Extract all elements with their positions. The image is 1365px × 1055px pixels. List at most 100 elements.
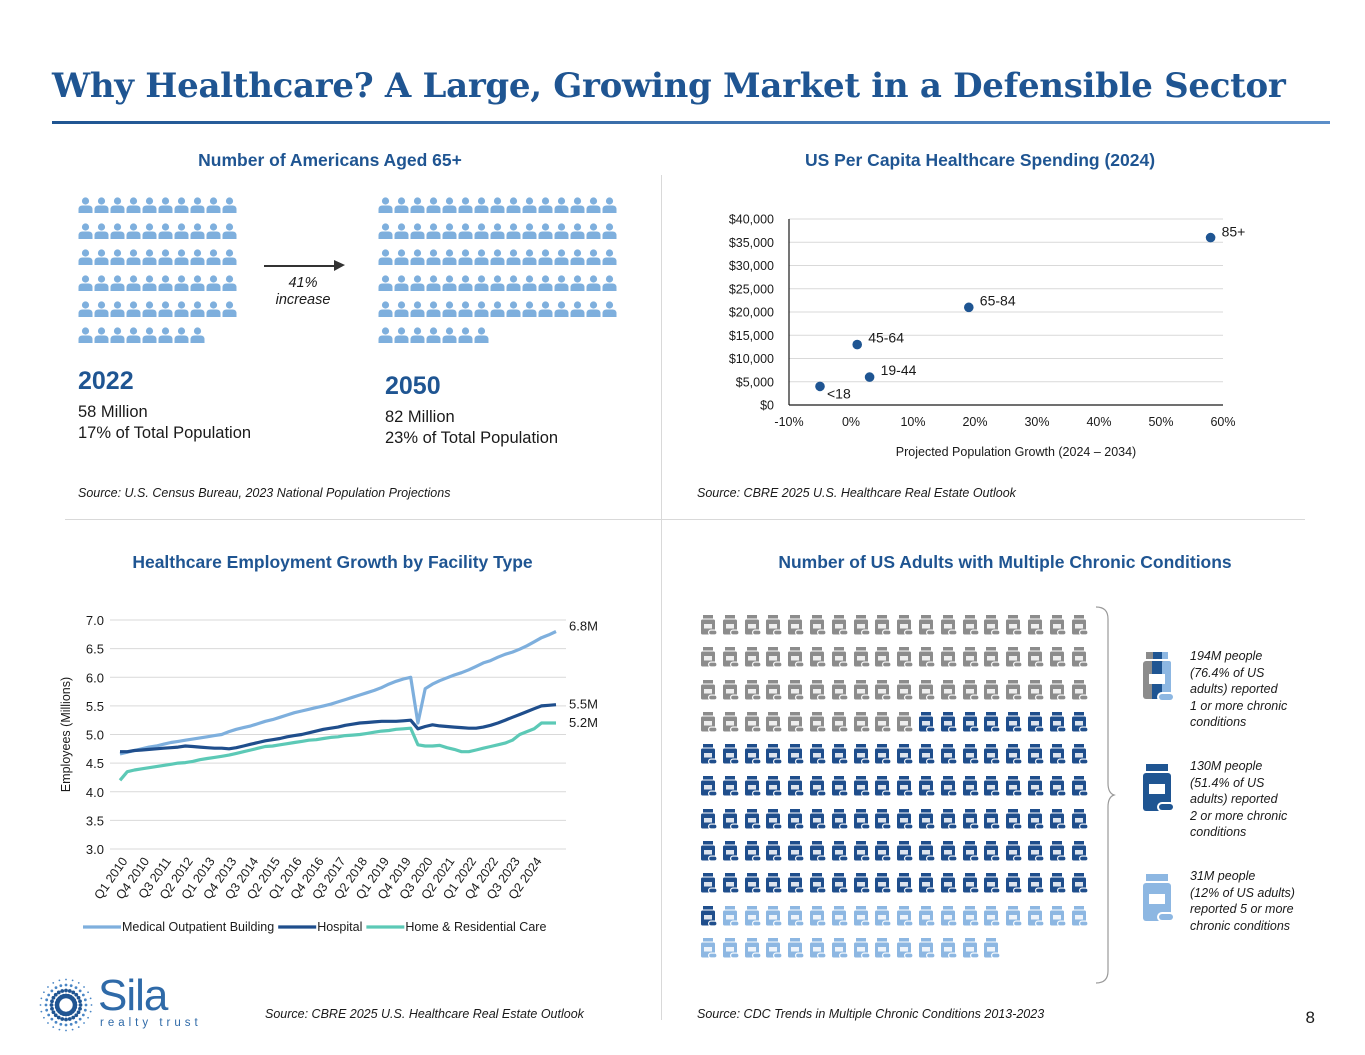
legend-line: conditions	[1190, 825, 1247, 839]
logo-dot	[74, 986, 78, 990]
logo-dot	[78, 1006, 82, 1011]
person-icon	[126, 275, 141, 291]
logo-dot	[78, 999, 82, 1004]
person-icon	[126, 223, 141, 239]
person-icon-grid-2022	[78, 196, 237, 343]
pill-bottle-icon	[962, 937, 980, 959]
pill-bottle-icon	[831, 873, 849, 894]
person-icon	[522, 197, 537, 213]
pill-bottle-icon	[984, 711, 1001, 733]
person-icon	[474, 327, 489, 343]
person-icon	[78, 301, 93, 317]
stat-2050: 82 Million 23% of Total Population	[385, 407, 558, 449]
pill-bottle-dark-icon	[1143, 764, 1175, 812]
person-icon	[586, 301, 601, 317]
person-icon	[586, 197, 601, 213]
logo-dot	[71, 1015, 76, 1020]
person-icon	[190, 197, 205, 213]
person-icon	[158, 197, 173, 213]
legend-line: chronic conditions	[1190, 918, 1291, 933]
person-row	[378, 248, 617, 265]
person-row	[378, 326, 617, 343]
person-icon	[474, 197, 489, 213]
pill-bottle-icon	[1049, 679, 1067, 701]
person-icon	[206, 249, 221, 265]
person-icon	[378, 275, 393, 291]
person-icon	[206, 301, 221, 317]
pill-bottle-icon	[1006, 905, 1023, 927]
person-icon	[174, 327, 189, 343]
logo-dot	[60, 989, 65, 993]
scatter-point	[815, 381, 825, 392]
logo-dot	[71, 990, 76, 995]
logo-dot	[78, 1017, 82, 1021]
person-icon	[378, 223, 393, 239]
person-icon	[126, 327, 141, 343]
pill-bottle-icon	[962, 679, 980, 701]
pill-bottle-grid	[700, 615, 1089, 959]
logo-dot	[90, 1004, 93, 1006]
person-icon	[78, 249, 93, 265]
pill-bottle-icon	[853, 905, 871, 927]
stat-2022: 58 Million 17% of Total Population	[78, 402, 251, 444]
legend-text-1plus: 194M people (76.4% of US adults) reported 1…	[1190, 648, 1287, 731]
legend-line: reported 5 or more	[1190, 902, 1294, 916]
person-icon	[602, 197, 617, 213]
person-icon	[522, 275, 537, 291]
stat-2022-percent: 17% of Total Population	[78, 424, 252, 442]
employment-title: Healthcare Employment Growth by Facility…	[132, 552, 533, 572]
pill-bottle-icon	[722, 679, 740, 701]
person-icon	[506, 197, 521, 213]
pill-bottle-icon	[722, 615, 740, 636]
logo-dot	[50, 999, 54, 1004]
line-series-medical-outpatient-building	[119, 630, 557, 756]
pill-bottle-icon	[897, 776, 914, 797]
pill-bottle-icon	[766, 808, 783, 830]
person-icon	[586, 249, 601, 265]
pill-bottle-icon	[897, 744, 914, 765]
pill-bottle-icon	[962, 841, 980, 862]
pill-bottle-icon	[984, 776, 1001, 797]
pill-bottle-icon	[897, 937, 914, 959]
pill-bottle-icon	[788, 615, 805, 636]
pill-bottle-icon	[940, 841, 958, 862]
person-icon	[586, 275, 601, 291]
pill-bottle-icon	[809, 679, 827, 701]
end-label: 5.5M	[569, 697, 598, 712]
person-icon	[394, 249, 409, 265]
person-icon	[554, 301, 569, 317]
person-icon	[602, 249, 617, 265]
pill-bottle-icon	[722, 841, 740, 862]
logo-dot	[47, 986, 49, 988]
person-icon	[506, 223, 521, 239]
pill-bottle-icon	[940, 937, 958, 959]
logo-dot	[64, 1023, 68, 1027]
person-icon	[190, 275, 205, 291]
stat-2022-count: 58 Million	[78, 403, 148, 421]
pill-bottle-icon	[766, 905, 783, 927]
logo-dot	[53, 992, 58, 997]
logo-dot	[65, 978, 67, 981]
person-icon	[570, 223, 585, 239]
logo-dot	[59, 984, 63, 988]
logo-dot	[83, 1008, 87, 1012]
y-tick-label: $10,000	[729, 352, 774, 366]
person-icon	[554, 197, 569, 213]
person-icon	[458, 275, 473, 291]
pill-bottle-icon	[788, 711, 805, 733]
person-icon	[426, 223, 441, 239]
pill-bottle-icon	[875, 776, 892, 797]
logo-dot	[64, 983, 68, 987]
logo-dot	[43, 1016, 45, 1019]
pill-bottle-icon	[962, 711, 980, 733]
logo-dot	[47, 993, 51, 997]
legend-line: adults) reported	[1190, 792, 1278, 806]
horizontal-divider	[65, 519, 1305, 520]
pill-bottle-icon	[1027, 711, 1045, 733]
pill-bottle-icon	[809, 744, 827, 765]
person-icon	[94, 327, 109, 343]
pill-bottle-icon	[1071, 873, 1089, 894]
person-icon	[174, 197, 189, 213]
pill-bottle-icon	[1049, 905, 1067, 927]
pill-bottle-icon	[984, 937, 1001, 959]
